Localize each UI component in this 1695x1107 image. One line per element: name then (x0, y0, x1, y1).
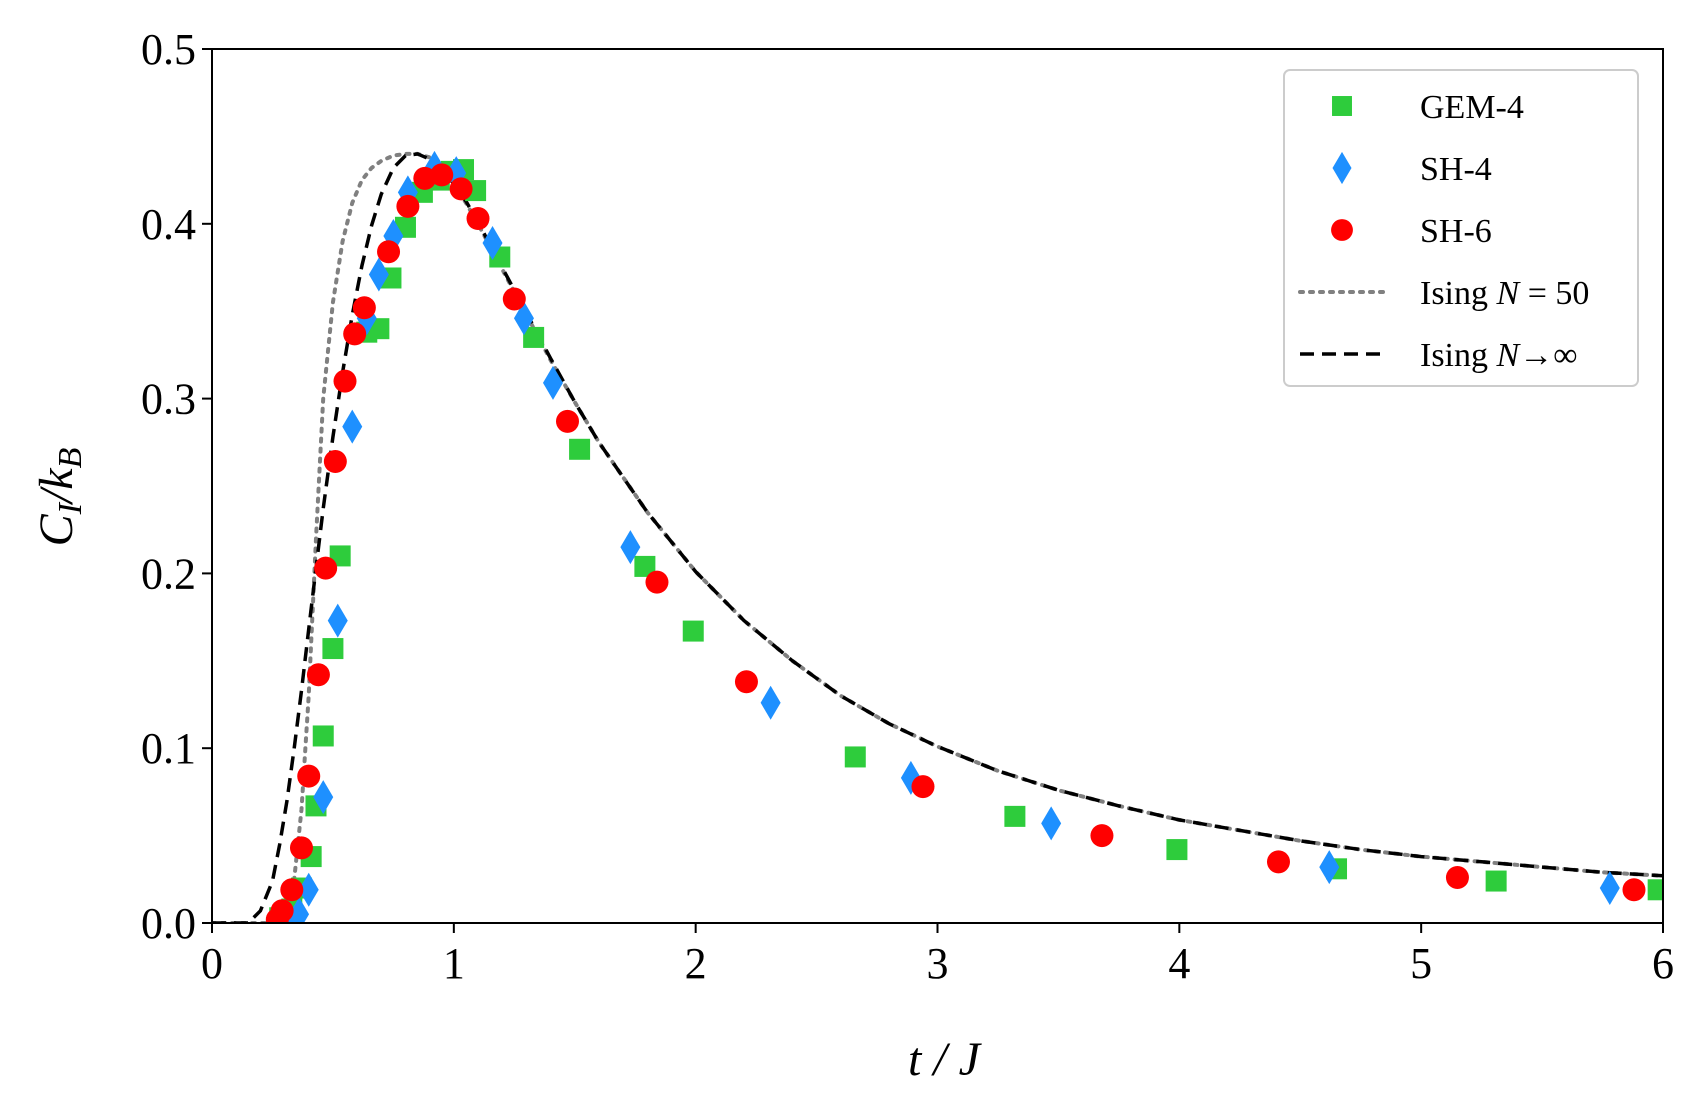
data-point-diamond (1041, 806, 1062, 841)
x-tick-label: 5 (1410, 939, 1432, 988)
data-point-square (844, 746, 866, 768)
data-point-diamond (289, 897, 310, 923)
data-point-diamond (1599, 871, 1620, 906)
y-tick-label: 0.3 (141, 375, 196, 424)
data-point-diamond (542, 365, 563, 400)
data-point-square (322, 638, 344, 660)
data-point-circle (280, 878, 304, 902)
data-point-diamond (620, 530, 641, 565)
y-tick-label: 0.5 (141, 25, 196, 74)
data-point-square (312, 725, 334, 747)
data-point-square (682, 620, 704, 642)
data-point-square (329, 545, 351, 567)
data-point-circle (502, 287, 526, 311)
data-point-circle (555, 409, 579, 433)
data-point-diamond (760, 685, 781, 720)
x-tick-label: 0 (201, 939, 223, 988)
x-tick-label: 3 (927, 939, 949, 988)
legend-label: Ising N = 50 (1420, 275, 1589, 312)
x-tick-label: 6 (1652, 939, 1674, 988)
y-tick-label: 0.0 (141, 899, 196, 948)
data-point-circle (333, 369, 357, 393)
data-point-circle (1331, 219, 1353, 241)
data-point-circle (911, 775, 935, 799)
x-axis-label: t / J (908, 1033, 983, 1086)
data-point-circle (377, 240, 401, 264)
data-point-diamond (342, 409, 363, 444)
x-tick-label: 1 (443, 939, 465, 988)
legend-entry: GEM-4 (1332, 89, 1524, 126)
x-tick-label: 2 (685, 939, 707, 988)
legend-entry: SH-6 (1331, 213, 1492, 250)
series-markers (265, 150, 1663, 923)
data-point-square (634, 555, 656, 577)
data-point-square (1647, 879, 1663, 901)
data-point-circle (645, 570, 669, 594)
data-point-diamond (513, 301, 534, 336)
legend-label: Ising N→∞ (1420, 337, 1577, 374)
data-point-circle (396, 194, 420, 218)
data-point-circle (430, 163, 454, 187)
data-point-square (1004, 805, 1026, 827)
data-point-square (569, 438, 591, 460)
data-point-circle (314, 556, 338, 580)
y-tick-label: 0.2 (141, 549, 196, 598)
legend-label: GEM-4 (1420, 89, 1524, 126)
data-point-diamond (298, 872, 319, 907)
data-point-circle (352, 296, 376, 320)
legend-box (1283, 69, 1639, 387)
data-point-circle (289, 836, 313, 860)
data-point-diamond (327, 603, 348, 638)
data-point-circle (297, 764, 321, 788)
data-point-circle (1445, 866, 1469, 890)
legend-entry: Ising N = 50 (1298, 275, 1589, 312)
data-point-circle (466, 207, 490, 231)
y-tick-label: 0.4 (141, 200, 196, 249)
legend-entry: Ising N→∞ (1300, 337, 1577, 374)
y-tick-label: 0.1 (141, 724, 196, 773)
legend-label: SH-4 (1420, 151, 1492, 188)
data-point-diamond (313, 780, 334, 815)
legend: GEM-4 SH-4 SH-6 Ising N = 50 Ising N→∞ (1283, 69, 1639, 387)
data-point-circle (449, 177, 473, 201)
data-point-diamond (1319, 850, 1340, 885)
data-point-square (523, 326, 545, 348)
y-axis-label: CI/kB (30, 447, 89, 546)
data-point-circle (323, 450, 347, 474)
data-point-square (1166, 839, 1188, 861)
axis-ticks: 0 1 2 3 4 5 6 0.0 0.1 0.2 0.3 0.4 0.5 (141, 25, 1674, 988)
data-point-circle (306, 663, 330, 687)
data-point-circle (270, 899, 294, 923)
x-tick-label: 4 (1168, 939, 1190, 988)
data-point-square (1485, 870, 1507, 892)
data-point-diamond (482, 226, 503, 261)
data-point-diamond (368, 257, 389, 292)
data-point-circle (1622, 878, 1646, 902)
legend-entry: SH-4 (1332, 151, 1492, 188)
data-point-circle (1266, 850, 1290, 874)
data-point-circle (734, 670, 758, 694)
data-point-square (1332, 96, 1352, 116)
legend-label: SH-6 (1420, 213, 1492, 250)
data-point-diamond (1332, 151, 1352, 185)
data-point-circle (1090, 824, 1114, 848)
data-point-circle (343, 322, 367, 346)
